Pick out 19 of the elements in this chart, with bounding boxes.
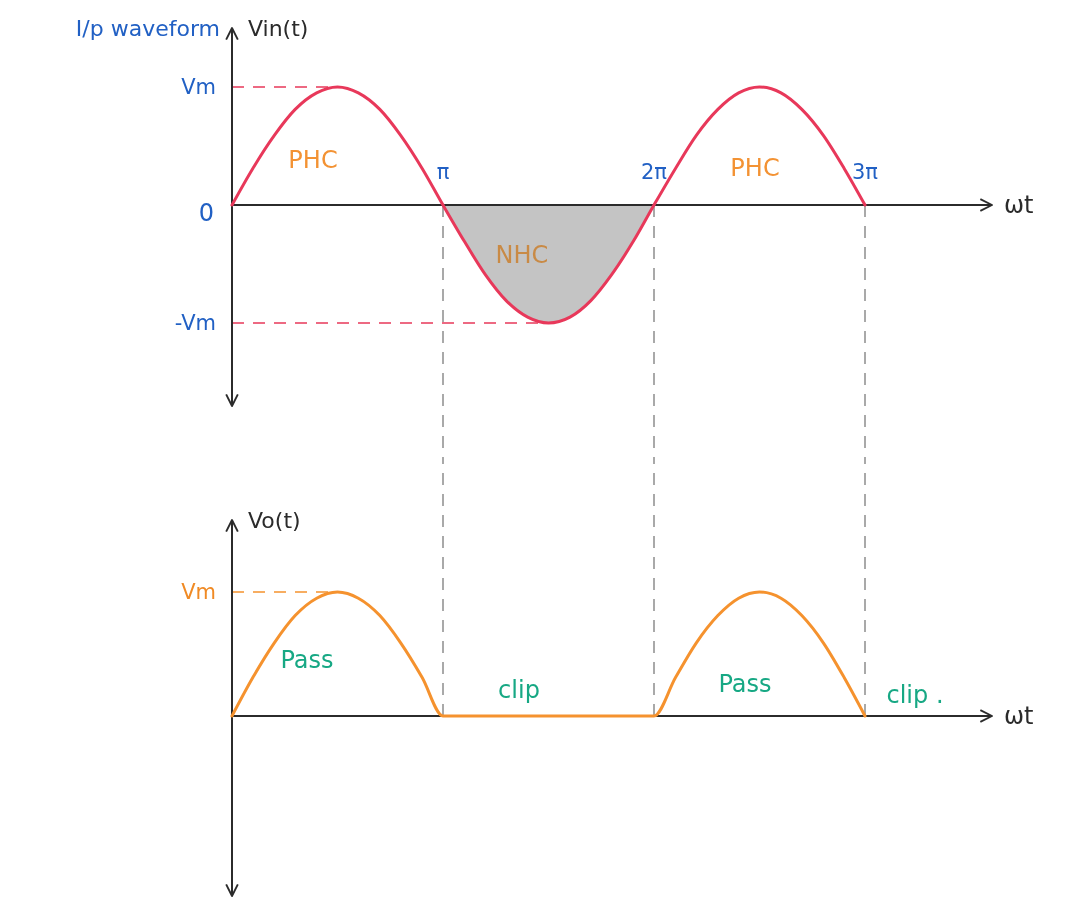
annotation: clip — [498, 676, 540, 705]
ref-line-label: -Vm — [174, 311, 216, 336]
annotation: PHC — [730, 154, 780, 183]
ref-line-label: Vm — [181, 75, 216, 100]
x-tick-label: 3π — [851, 160, 879, 184]
text: 0 — [198, 199, 214, 228]
ref-line-label: Vm — [181, 580, 216, 605]
annotation: clip . — [886, 681, 944, 710]
y-axis-title: Vin(t) — [248, 16, 309, 41]
annotation: PHC — [288, 146, 338, 175]
y-axis-title: Vo(t) — [248, 508, 301, 533]
chart-title: I/p waveform — [75, 16, 220, 41]
x-tick-label: 2π — [640, 160, 668, 184]
x-axis-title: ωt — [1004, 191, 1034, 220]
annotation: Pass — [718, 670, 772, 699]
annotation: Pass — [280, 646, 334, 675]
annotation: NHC — [495, 241, 549, 270]
x-axis-title: ωt — [1004, 702, 1034, 731]
x-tick-label: π — [436, 160, 450, 184]
